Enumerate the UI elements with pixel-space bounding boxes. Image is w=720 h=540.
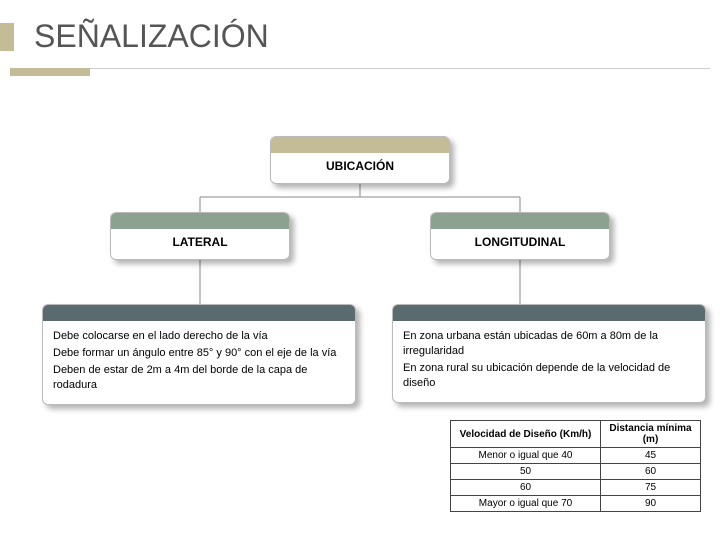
table-cell: 75 bbox=[601, 480, 701, 496]
detail-line: Debe colocarse en el lado derecho de la … bbox=[53, 329, 345, 344]
node-lateral: LATERAL bbox=[110, 212, 290, 260]
title-block bbox=[0, 23, 14, 51]
table-cell: Mayor o igual que 70 bbox=[451, 496, 601, 512]
detail-line: En zona rural su ubicación depende de la… bbox=[403, 361, 695, 391]
node-root-header bbox=[271, 137, 449, 153]
node-lateral-header bbox=[111, 213, 289, 229]
node-lateral-label: LATERAL bbox=[111, 229, 289, 259]
table-col-header: Distancia mínima (m) bbox=[601, 421, 701, 448]
node-lateral-detail-header bbox=[43, 305, 355, 321]
table-cell: Menor o igual que 40 bbox=[451, 448, 601, 464]
table-row: 6075 bbox=[451, 480, 701, 496]
node-longitudinal: LONGITUDINAL bbox=[430, 212, 610, 260]
table-row: Mayor o igual que 7090 bbox=[451, 496, 701, 512]
node-longitudinal-detail: En zona urbana están ubicadas de 60m a 8… bbox=[392, 304, 706, 403]
detail-line: En zona urbana están ubicadas de 60m a 8… bbox=[403, 329, 695, 359]
node-longitudinal-detail-header bbox=[393, 305, 705, 321]
table-col-header: Velocidad de Diseño (Km/h) bbox=[451, 421, 601, 448]
title-accent-bar bbox=[10, 68, 90, 76]
node-longitudinal-detail-text: En zona urbana están ubicadas de 60m a 8… bbox=[393, 321, 705, 402]
detail-line: Deben de estar de 2m a 4m del borde de l… bbox=[53, 363, 345, 393]
node-root: UBICACIÓN bbox=[270, 136, 450, 184]
table-cell: 60 bbox=[601, 464, 701, 480]
table-cell: 60 bbox=[451, 480, 601, 496]
node-longitudinal-header bbox=[431, 213, 609, 229]
table-row: Menor o igual que 4045 bbox=[451, 448, 701, 464]
node-root-label: UBICACIÓN bbox=[271, 153, 449, 183]
title-row: SEÑALIZACIÓN bbox=[0, 18, 720, 55]
node-lateral-detail-text: Debe colocarse en el lado derecho de la … bbox=[43, 321, 355, 404]
table-cell: 90 bbox=[601, 496, 701, 512]
table-cell: 45 bbox=[601, 448, 701, 464]
table-cell: 50 bbox=[451, 464, 601, 480]
design-speed-table: Velocidad de Diseño (Km/h)Distancia míni… bbox=[450, 420, 701, 512]
page-title: SEÑALIZACIÓN bbox=[34, 18, 269, 55]
detail-line: Debe formar un ángulo entre 85° y 90° co… bbox=[53, 346, 345, 361]
node-longitudinal-label: LONGITUDINAL bbox=[431, 229, 609, 259]
node-lateral-detail: Debe colocarse en el lado derecho de la … bbox=[42, 304, 356, 405]
table-row: 5060 bbox=[451, 464, 701, 480]
title-underline bbox=[10, 68, 710, 69]
